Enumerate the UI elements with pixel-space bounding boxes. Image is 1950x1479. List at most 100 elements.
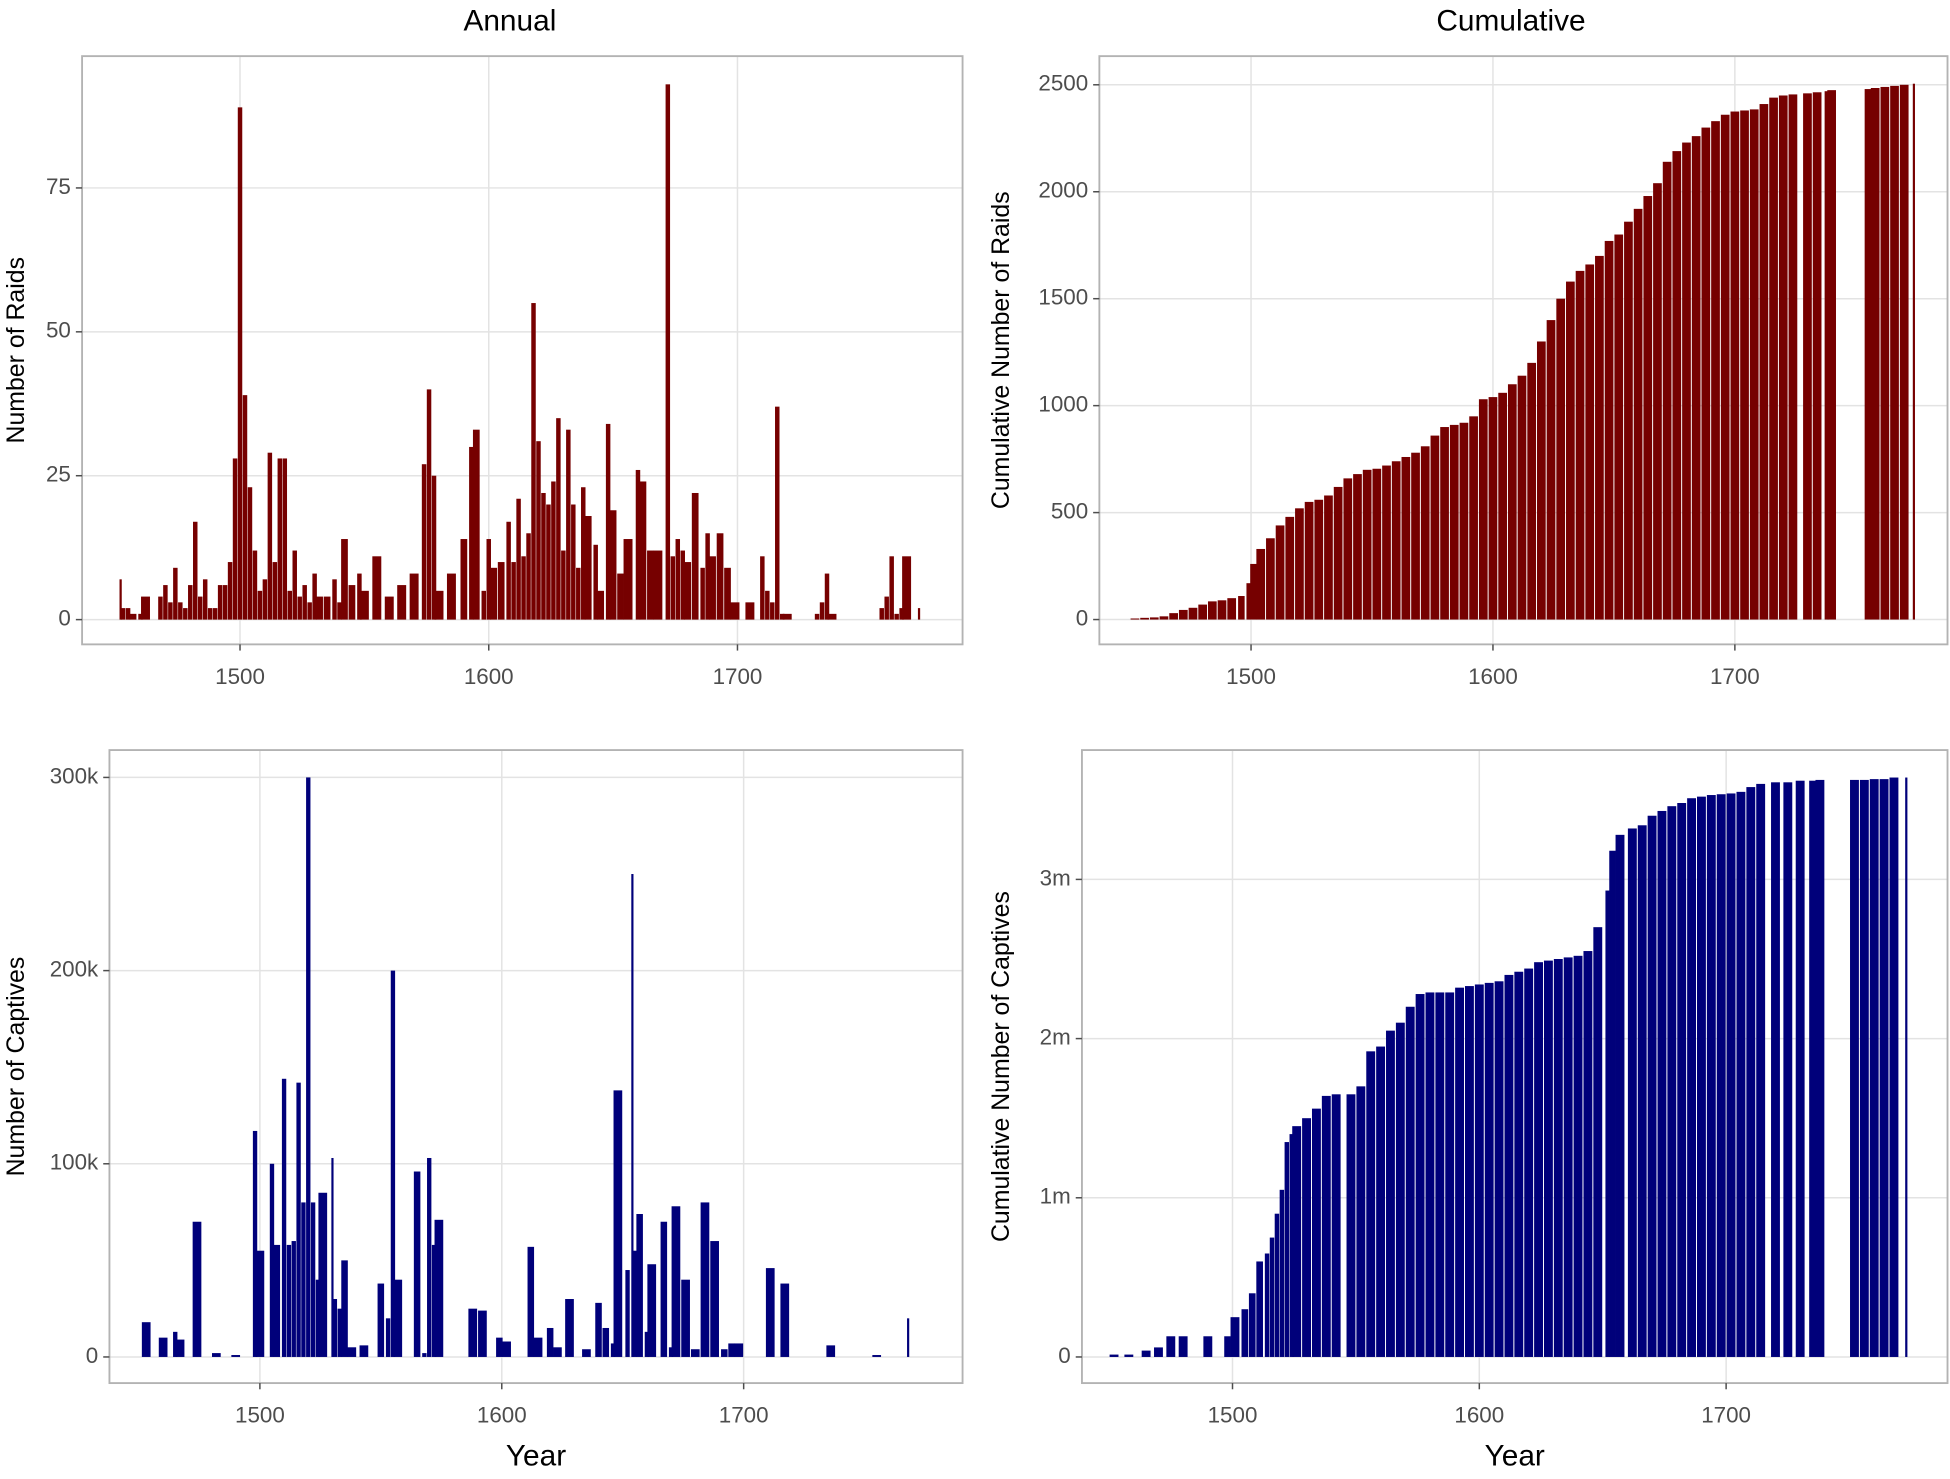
bar: [1527, 362, 1537, 620]
bar: [1391, 461, 1401, 620]
y-tick-label: 75: [46, 174, 71, 199]
bar: [1546, 320, 1556, 620]
bar: [730, 602, 740, 620]
bar: [478, 1310, 487, 1357]
bar: [269, 1163, 275, 1357]
bar: [1269, 1237, 1275, 1357]
bar: [426, 389, 432, 620]
bar: [192, 1221, 202, 1357]
bar: [1604, 240, 1614, 620]
x-tick-label: 1500: [235, 1403, 285, 1428]
bar: [1130, 618, 1140, 620]
bar: [576, 567, 581, 620]
bar: [533, 1337, 543, 1357]
bar: [1585, 264, 1595, 620]
y-tick-label: 0: [1058, 1343, 1070, 1368]
bar: [1149, 617, 1159, 620]
bar: [252, 550, 258, 620]
bar: [1435, 992, 1445, 1357]
x-axis-label: Year: [1485, 1440, 1545, 1473]
plot-background: [82, 56, 963, 645]
bar: [1795, 780, 1805, 1357]
bar: [1159, 616, 1169, 620]
bar: [1264, 1253, 1270, 1357]
bar: [173, 567, 178, 620]
bar: [1809, 780, 1816, 1357]
bar: [138, 613, 143, 620]
bar: [1566, 281, 1575, 620]
bar: [331, 1157, 334, 1357]
bar: [670, 556, 676, 620]
bar: [690, 1349, 700, 1357]
bar: [506, 521, 511, 620]
bar: [1440, 427, 1449, 620]
y-axis-label: Number of Raids: [2, 257, 30, 444]
bar: [202, 579, 208, 620]
bar: [872, 1355, 882, 1357]
bar: [297, 596, 302, 620]
bar: [1687, 798, 1697, 1357]
bar: [521, 556, 526, 620]
bar: [1224, 1336, 1231, 1357]
bar: [1573, 955, 1583, 1357]
bar: [481, 590, 487, 620]
bar: [1411, 452, 1420, 620]
x-tick-label: 1600: [1454, 1403, 1504, 1428]
bar: [1869, 779, 1879, 1357]
bar: [291, 1241, 296, 1357]
bar: [635, 469, 641, 620]
bar: [1217, 600, 1227, 620]
y-tick-label: 2500: [1038, 71, 1088, 96]
bar: [1912, 83, 1915, 620]
bar: [665, 84, 671, 620]
bar: [1248, 1293, 1256, 1357]
plot-border: [1098, 55, 1949, 646]
bar: [1304, 501, 1314, 620]
bar: [1241, 1309, 1249, 1357]
bar: [660, 1221, 668, 1357]
bar: [183, 608, 188, 620]
bar: [348, 585, 356, 620]
bar: [1382, 465, 1391, 620]
bar: [1730, 111, 1740, 620]
bar: [1207, 601, 1217, 620]
bar: [1716, 794, 1726, 1357]
plot-border: [108, 749, 964, 1385]
bar: [217, 585, 223, 620]
bar: [1353, 474, 1362, 620]
bar: [1627, 828, 1637, 1357]
bar: [775, 406, 780, 620]
bar: [639, 481, 647, 620]
bar: [332, 1299, 338, 1357]
bar: [826, 1345, 836, 1357]
bar: [734, 1343, 744, 1357]
y-tick-label: 0: [86, 1343, 98, 1368]
bar: [306, 777, 311, 1357]
bar: [1563, 957, 1573, 1357]
y-tick-label: 2m: [1040, 1025, 1071, 1050]
y-axis-label: Number of Captives: [2, 957, 30, 1177]
bar: [207, 608, 213, 620]
bar: [1812, 92, 1822, 620]
bar: [1469, 416, 1478, 620]
bar: [609, 510, 617, 620]
y-tick-label: 0: [1076, 605, 1088, 630]
bar: [1346, 1094, 1356, 1357]
bar: [193, 521, 198, 620]
bar: [1246, 583, 1251, 620]
bar: [1331, 1094, 1341, 1357]
bar: [390, 970, 396, 1357]
bar: [1478, 399, 1488, 620]
y-tick-label: 500: [1051, 499, 1088, 524]
bar: [1465, 986, 1474, 1357]
bar: [247, 487, 253, 620]
bar: [1677, 803, 1687, 1357]
bar: [242, 395, 248, 620]
bar: [647, 1264, 657, 1357]
bar: [490, 567, 498, 620]
bar: [760, 556, 765, 620]
bar: [1256, 1261, 1263, 1357]
bar: [1879, 779, 1889, 1357]
bar: [434, 1219, 444, 1357]
bar: [446, 573, 456, 620]
